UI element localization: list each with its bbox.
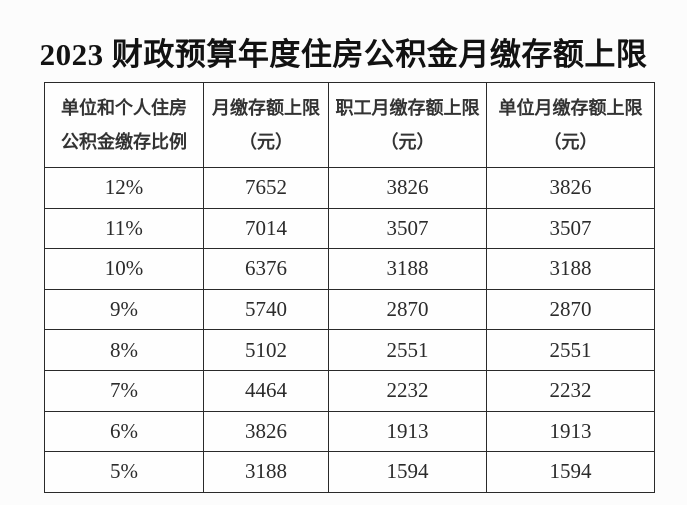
employee-limit-cell: 2870 xyxy=(328,288,487,331)
contribution-limits-table: 单位和个人住房 公积金缴存比例 月缴存额上限 （元） 职工月缴存额上限 （元） … xyxy=(44,82,655,493)
table-row: 8% 5102 2551 2551 xyxy=(44,329,655,371)
employee-limit-cell: 3826 xyxy=(328,167,487,209)
column-header-ratio-line2: 公积金缴存比例 xyxy=(61,132,187,152)
monthly-limit-cell: 3188 xyxy=(203,451,329,493)
ratio-cell: 7% xyxy=(44,369,204,412)
table-row: 10% 6376 3188 3188 xyxy=(44,248,655,290)
monthly-limit-cell: 3826 xyxy=(203,410,329,453)
employer-limit-cell: 3507 xyxy=(486,207,655,250)
employer-limit-cell: 2551 xyxy=(486,329,655,371)
column-header-employee-limit-line2: （元） xyxy=(380,132,435,152)
employee-limit-cell: 1594 xyxy=(328,451,487,493)
table-header: 单位和个人住房 公积金缴存比例 月缴存额上限 （元） 职工月缴存额上限 （元） … xyxy=(44,82,655,168)
ratio-cell: 10% xyxy=(44,248,204,290)
table-body: 12% 7652 3826 3826 11% 7014 3507 3507 10… xyxy=(44,167,655,493)
column-header-employee-limit-line1: 职工月缴存额上限 xyxy=(335,98,480,118)
employer-limit-cell: 2870 xyxy=(486,288,655,331)
ratio-cell: 6% xyxy=(44,410,204,453)
employee-limit-cell: 3188 xyxy=(328,248,487,290)
employer-limit-cell: 1913 xyxy=(486,410,655,453)
monthly-limit-cell: 5102 xyxy=(203,329,329,371)
ratio-cell: 5% xyxy=(44,451,204,493)
ratio-cell: 12% xyxy=(44,167,204,209)
table-row: 11% 7014 3507 3507 xyxy=(44,207,655,250)
monthly-limit-cell: 5740 xyxy=(203,288,329,331)
employer-limit-cell: 3826 xyxy=(486,167,655,209)
monthly-limit-cell: 6376 xyxy=(203,248,329,290)
employee-limit-cell: 2551 xyxy=(328,329,487,371)
column-header-ratio: 单位和个人住房 公积金缴存比例 xyxy=(44,82,204,168)
employee-limit-cell: 2232 xyxy=(328,369,487,412)
column-header-ratio-line1: 单位和个人住房 xyxy=(61,98,187,118)
table-row: 5% 3188 1594 1594 xyxy=(44,451,655,493)
page-title: 2023 财政预算年度住房公积金月缴存额上限 xyxy=(39,36,648,72)
monthly-limit-cell: 7652 xyxy=(203,167,329,209)
employer-limit-cell: 3188 xyxy=(486,248,655,290)
ratio-cell: 9% xyxy=(44,288,204,331)
monthly-limit-cell: 4464 xyxy=(203,369,329,412)
ratio-cell: 11% xyxy=(44,207,204,250)
column-header-monthly-limit-line1: 月缴存额上限 xyxy=(212,98,320,118)
column-header-employee-limit: 职工月缴存额上限 （元） xyxy=(328,82,487,168)
column-header-employer-limit-line2: （元） xyxy=(543,132,598,152)
table-header-row: 单位和个人住房 公积金缴存比例 月缴存额上限 （元） 职工月缴存额上限 （元） … xyxy=(44,82,655,168)
table-row: 6% 3826 1913 1913 xyxy=(44,410,655,453)
table-row: 12% 7652 3826 3826 xyxy=(44,167,655,209)
column-header-employer-limit-line1: 单位月缴存额上限 xyxy=(498,98,643,118)
monthly-limit-cell: 7014 xyxy=(203,207,329,250)
ratio-cell: 8% xyxy=(44,329,204,371)
column-header-monthly-limit-line2: （元） xyxy=(239,132,293,152)
column-header-employer-limit: 单位月缴存额上限 （元） xyxy=(486,82,655,168)
employer-limit-cell: 2232 xyxy=(486,369,655,412)
employee-limit-cell: 3507 xyxy=(328,207,487,250)
column-header-monthly-limit: 月缴存额上限 （元） xyxy=(203,82,329,168)
employer-limit-cell: 1594 xyxy=(486,451,655,493)
table-row: 9% 5740 2870 2870 xyxy=(44,288,655,331)
employee-limit-cell: 1913 xyxy=(328,410,487,453)
table-row: 7% 4464 2232 2232 xyxy=(44,369,655,412)
